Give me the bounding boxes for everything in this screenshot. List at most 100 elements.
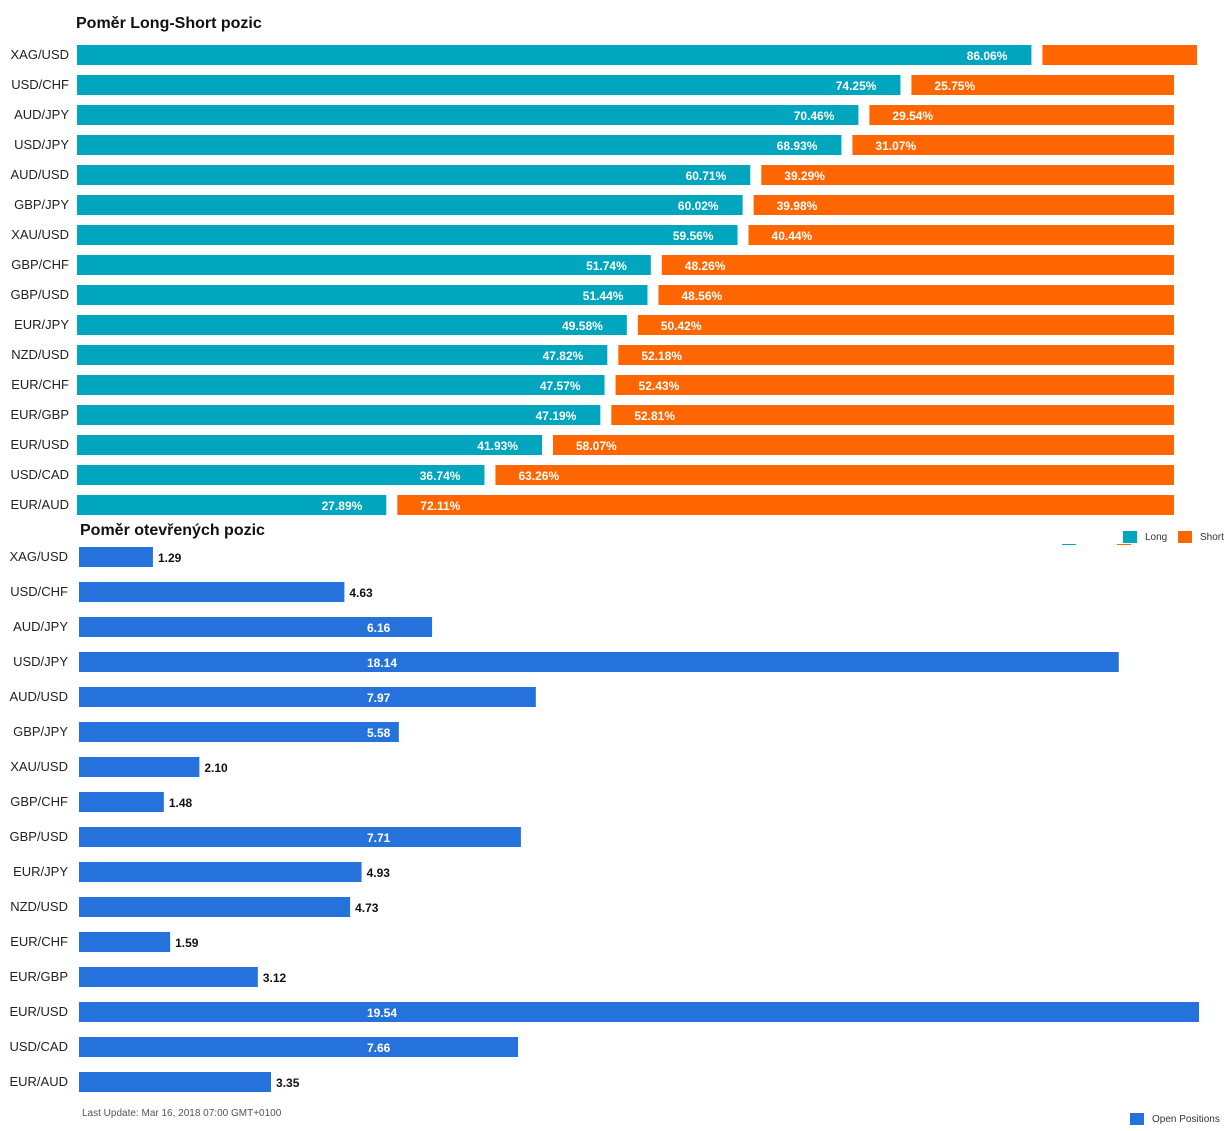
short-bar <box>658 285 1174 305</box>
short-bar-label: 48.26% <box>685 259 726 273</box>
short-bar-label: 52.18% <box>641 349 682 363</box>
short-bar <box>611 405 1174 425</box>
long-bar <box>77 495 387 515</box>
open-positions-bar-label: 4.93 <box>367 866 391 880</box>
long-bar-label: 47.19% <box>536 409 577 423</box>
open-positions-bar <box>79 582 345 602</box>
y-tick-label: AUD/USD <box>9 689 68 704</box>
long-bar-label: 68.93% <box>777 139 818 153</box>
short-bar <box>1042 45 1197 65</box>
y-tick-label: EUR/AUD <box>10 497 69 512</box>
y-tick-label: AUD/JPY <box>13 619 68 634</box>
short-bar <box>637 315 1174 335</box>
y-tick-label: EUR/CHF <box>11 377 69 392</box>
open-positions-bar-label: 2.10 <box>204 761 228 775</box>
short-bar <box>761 165 1174 185</box>
long-bar <box>77 225 738 245</box>
y-tick-label: NZD/USD <box>10 899 68 914</box>
long-bar-label: 47.57% <box>540 379 581 393</box>
long-bar-label: 70.46% <box>794 109 835 123</box>
short-bar-label: 48.56% <box>681 289 722 303</box>
long-bar <box>77 195 743 215</box>
y-tick-label: XAG/USD <box>9 549 68 564</box>
legend-short[interactable]: Short <box>1178 531 1224 543</box>
y-tick-label: GBP/USD <box>10 287 69 302</box>
legend-short-swatch <box>1178 531 1192 543</box>
long-bar <box>77 165 751 185</box>
open-positions-bar-label: 18.14 <box>367 656 397 670</box>
short-bar-label: 31.07% <box>875 139 916 153</box>
y-tick-label: EUR/GBP <box>10 407 69 422</box>
short-bar-label: 39.98% <box>777 199 818 213</box>
open-positions-bar <box>79 617 433 637</box>
open-positions-bar <box>79 757 200 777</box>
long-bar <box>77 45 1032 65</box>
legend-long-label: Long <box>1145 531 1168 543</box>
y-tick-label: EUR/USD <box>10 437 69 452</box>
open-positions-bar-label: 6.16 <box>367 621 391 635</box>
long-bar-label: 51.74% <box>586 259 627 273</box>
short-bar <box>397 495 1174 515</box>
short-bar <box>852 135 1174 155</box>
open-positions-bar-label: 7.71 <box>367 831 391 845</box>
short-bar-label: 40.44% <box>772 229 813 243</box>
y-tick-label: GBP/JPY <box>13 724 68 739</box>
y-tick-label: EUR/CHF <box>10 934 68 949</box>
short-bar <box>753 195 1174 215</box>
long-bar-label: 41.93% <box>477 439 518 453</box>
open-positions-bar <box>79 652 1119 672</box>
y-tick-label: NZD/USD <box>11 347 69 362</box>
y-tick-label: AUD/USD <box>10 167 69 182</box>
short-bar-label: 63.26% <box>518 469 559 483</box>
short-bar-label: 52.43% <box>639 379 680 393</box>
short-bar-label: 29.54% <box>892 109 933 123</box>
open-positions-bar-label: 4.63 <box>349 586 373 600</box>
long-bar <box>77 135 842 155</box>
long-bar-label: 86.06% <box>967 49 1008 63</box>
y-tick-label: USD/CHF <box>10 584 68 599</box>
open-positions-bar-label: 3.12 <box>263 971 287 985</box>
y-tick-label: GBP/USD <box>9 829 68 844</box>
open-positions-bar <box>79 687 536 707</box>
short-bar-label: 58.07% <box>576 439 617 453</box>
long-bar <box>77 315 627 335</box>
long-bar-label: 51.44% <box>583 289 624 303</box>
open-positions-bar-label: 4.73 <box>355 901 379 915</box>
open-positions-bar <box>79 967 258 987</box>
short-bar-label: 39.29% <box>784 169 825 183</box>
open-positions-bar <box>79 1072 272 1092</box>
legend-open-swatch <box>1130 1113 1144 1125</box>
y-tick-label: XAG/USD <box>10 47 69 62</box>
long-bar <box>77 105 859 125</box>
short-bar <box>553 435 1174 455</box>
open-positions-bar <box>79 897 351 917</box>
legend-open-positions[interactable]: Open Positions <box>1130 1113 1220 1125</box>
open-positions-bar-label: 1.48 <box>169 796 193 810</box>
legend-open-label: Open Positions <box>1152 1113 1220 1125</box>
open-positions-chart-title: Poměr otevřených pozic <box>80 522 265 539</box>
short-bar <box>615 375 1174 395</box>
legend-long-swatch <box>1123 531 1137 543</box>
long-bar <box>77 255 651 275</box>
y-tick-label: AUD/JPY <box>14 107 69 122</box>
y-tick-label: USD/CHF <box>11 77 69 92</box>
long-bar <box>77 345 608 365</box>
short-bar <box>869 105 1174 125</box>
short-bar-label: 52.81% <box>634 409 675 423</box>
y-tick-label: XAU/USD <box>11 227 69 242</box>
long-bar-label: 59.56% <box>673 229 714 243</box>
short-bar-label: 25.75% <box>934 79 975 93</box>
last-update: Last Update: Mar 16, 2018 07:00 GMT+0100 <box>82 1108 282 1119</box>
open-positions-bar-label: 3.35 <box>276 1076 300 1090</box>
open-positions-bar <box>79 1037 519 1057</box>
legend-short-label: Short <box>1200 531 1224 543</box>
short-bar-label: 72.11% <box>420 499 460 513</box>
y-tick-label: XAU/USD <box>10 759 68 774</box>
long-bar <box>77 375 605 395</box>
open-positions-bar <box>79 1002 1199 1022</box>
short-bar <box>911 75 1174 95</box>
legend-long[interactable]: Long <box>1123 531 1167 543</box>
y-tick-label: GBP/CHF <box>10 794 68 809</box>
short-bar <box>495 465 1174 485</box>
